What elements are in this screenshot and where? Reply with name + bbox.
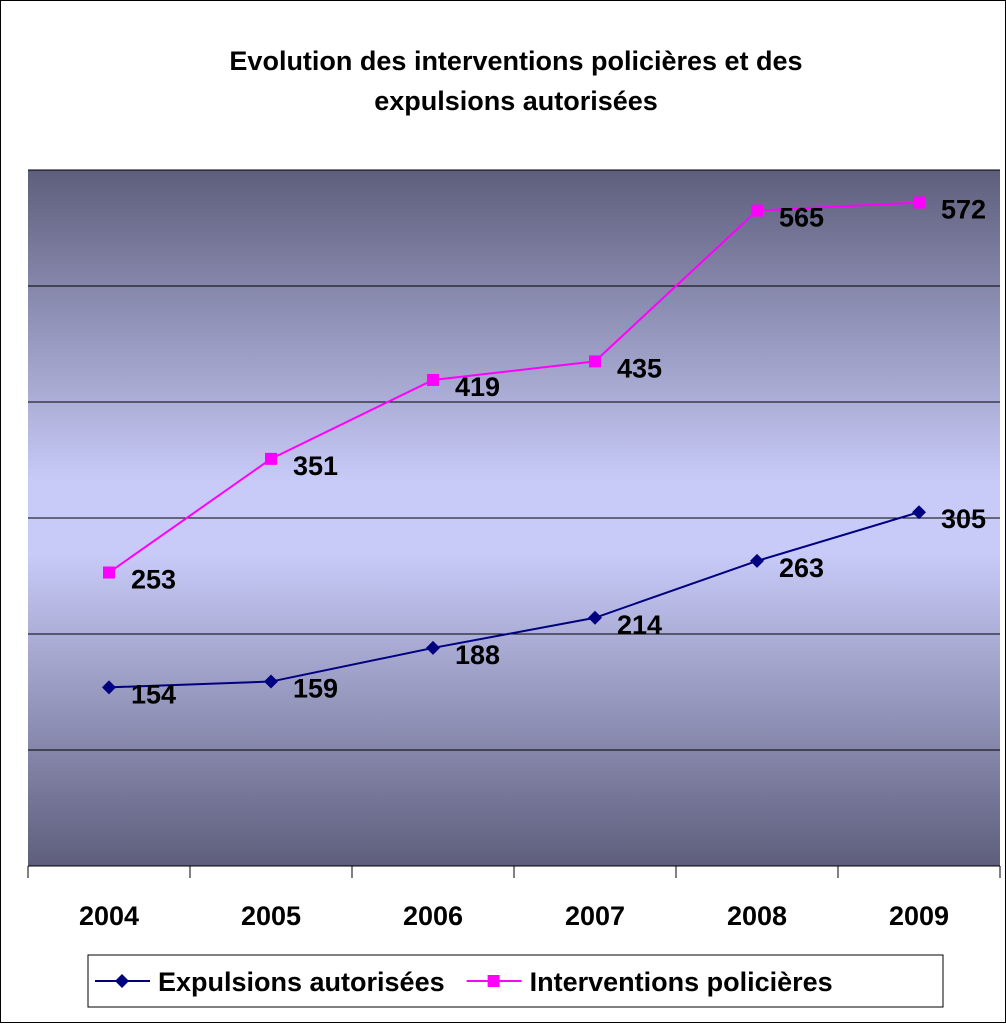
- x-tick-label: 2005: [241, 901, 301, 931]
- marker: [750, 553, 764, 568]
- legend-label: Interventions policières: [530, 967, 833, 997]
- marker: [588, 610, 602, 625]
- marker: [589, 355, 601, 368]
- data-label: 351: [293, 451, 338, 481]
- marker: [751, 204, 763, 217]
- marker: [264, 674, 278, 689]
- data-label: 214: [617, 610, 662, 640]
- marker: [265, 452, 277, 465]
- data-label: 419: [455, 372, 500, 402]
- marker: [115, 974, 129, 988]
- marker: [102, 680, 116, 695]
- data-label: 253: [131, 565, 176, 595]
- x-tick-label: 2008: [727, 901, 787, 931]
- marker: [426, 640, 440, 655]
- series-line: [108, 201, 920, 574]
- data-label: 572: [941, 194, 986, 224]
- x-tick-label: 2006: [403, 901, 463, 931]
- legend-label: Expulsions autorisées: [158, 967, 445, 997]
- x-tick-label: 2004: [79, 901, 139, 931]
- legend: Expulsions autorisées Interventions polic…: [87, 954, 944, 1008]
- data-label: 188: [455, 640, 500, 670]
- marker: [487, 975, 500, 987]
- x-tick-label: 2009: [889, 901, 949, 931]
- data-label: 154: [131, 679, 176, 709]
- marker: [103, 566, 115, 579]
- x-tick-label: 2007: [565, 901, 625, 931]
- series-line: [108, 511, 920, 689]
- data-label: 435: [617, 353, 662, 383]
- marker: [912, 505, 926, 520]
- marker: [913, 196, 925, 209]
- data-label: 263: [779, 553, 824, 583]
- marker: [427, 373, 439, 386]
- data-label: 159: [293, 674, 338, 704]
- chart-title: Evolution des interventions policières e…: [229, 46, 802, 116]
- data-label: 305: [941, 504, 986, 534]
- data-label: 565: [779, 203, 824, 233]
